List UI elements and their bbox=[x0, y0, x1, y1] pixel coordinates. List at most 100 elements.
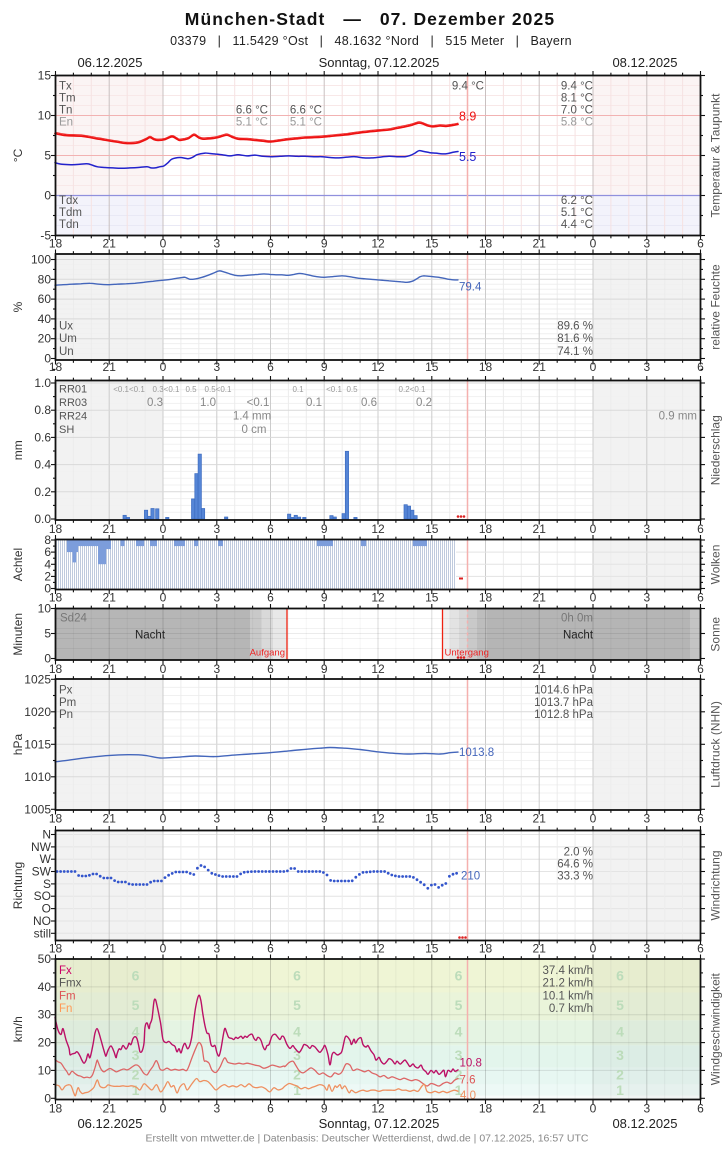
svg-text:still: still bbox=[34, 926, 51, 940]
svg-text:3: 3 bbox=[643, 812, 650, 826]
svg-text:37.4 km/h: 37.4 km/h bbox=[543, 965, 594, 977]
svg-text:21: 21 bbox=[533, 591, 547, 605]
svg-text:3: 3 bbox=[643, 522, 650, 536]
svg-text:21: 21 bbox=[533, 662, 547, 676]
svg-text:NO: NO bbox=[33, 914, 51, 928]
svg-text:SH: SH bbox=[59, 424, 74, 436]
svg-text:3: 3 bbox=[643, 591, 650, 605]
svg-text:6: 6 bbox=[697, 591, 704, 605]
svg-text:0.6: 0.6 bbox=[361, 397, 377, 409]
svg-text:Tm: Tm bbox=[59, 93, 76, 105]
svg-text:08.12.2025: 08.12.2025 bbox=[612, 55, 677, 70]
svg-text:0: 0 bbox=[44, 189, 51, 203]
svg-text:18: 18 bbox=[479, 591, 493, 605]
svg-text:0: 0 bbox=[160, 522, 167, 536]
svg-text:5.1 °C: 5.1 °C bbox=[561, 207, 593, 219]
svg-text:3: 3 bbox=[213, 522, 220, 536]
svg-text:1: 1 bbox=[293, 1082, 301, 1098]
svg-text:En: En bbox=[59, 117, 73, 129]
svg-text:Achtel: Achtel bbox=[11, 548, 25, 581]
svg-text:0.1: 0.1 bbox=[292, 385, 304, 394]
svg-text:40: 40 bbox=[38, 980, 52, 994]
svg-text:0: 0 bbox=[160, 942, 167, 956]
svg-text:2: 2 bbox=[132, 1067, 140, 1083]
svg-text:9: 9 bbox=[321, 942, 328, 956]
svg-text:0: 0 bbox=[160, 591, 167, 605]
svg-text:1: 1 bbox=[616, 1082, 624, 1098]
svg-text:S: S bbox=[43, 877, 51, 891]
svg-text:3: 3 bbox=[643, 942, 650, 956]
svg-text:1014.6 hPa: 1014.6 hPa bbox=[534, 685, 593, 697]
svg-text:15: 15 bbox=[425, 360, 439, 374]
svg-text:3: 3 bbox=[213, 812, 220, 826]
svg-text:Um: Um bbox=[59, 333, 77, 345]
svg-text:6: 6 bbox=[44, 545, 51, 559]
svg-text:6: 6 bbox=[697, 942, 704, 956]
svg-text:0.5: 0.5 bbox=[185, 385, 197, 394]
svg-text:0.2: 0.2 bbox=[416, 397, 432, 409]
svg-text:100: 100 bbox=[31, 253, 51, 267]
svg-text:relative Feuchte: relative Feuchte bbox=[709, 264, 723, 350]
svg-text:12: 12 bbox=[371, 360, 385, 374]
svg-text:Px: Px bbox=[59, 685, 73, 697]
svg-text:2: 2 bbox=[455, 1067, 463, 1083]
svg-text:0.5: 0.5 bbox=[346, 385, 358, 394]
svg-text:3: 3 bbox=[643, 360, 650, 374]
svg-text:0: 0 bbox=[44, 352, 51, 366]
svg-text:6: 6 bbox=[267, 662, 274, 676]
svg-text:6: 6 bbox=[616, 968, 624, 984]
svg-text:18: 18 bbox=[479, 1102, 493, 1116]
svg-text:Wolken: Wolken bbox=[709, 545, 723, 585]
svg-text:1013.7 hPa: 1013.7 hPa bbox=[534, 697, 593, 709]
svg-text:21: 21 bbox=[103, 360, 117, 374]
svg-text:3: 3 bbox=[213, 591, 220, 605]
svg-text:6: 6 bbox=[697, 360, 704, 374]
svg-text:21: 21 bbox=[103, 812, 117, 826]
svg-text:18: 18 bbox=[49, 591, 63, 605]
svg-text:9: 9 bbox=[321, 360, 328, 374]
svg-text:0.9 mm: 0.9 mm bbox=[659, 411, 697, 423]
svg-text:89.6 %: 89.6 % bbox=[557, 321, 593, 333]
svg-text:0: 0 bbox=[590, 942, 597, 956]
svg-text:30: 30 bbox=[38, 1008, 52, 1022]
svg-text:3: 3 bbox=[213, 942, 220, 956]
svg-text:Sonne: Sonne bbox=[708, 617, 722, 652]
svg-text:1015: 1015 bbox=[24, 737, 51, 751]
svg-text:Tdm: Tdm bbox=[59, 207, 82, 219]
svg-text:81.6 %: 81.6 % bbox=[557, 333, 593, 345]
svg-text:Richtung: Richtung bbox=[11, 862, 25, 909]
svg-text:6: 6 bbox=[697, 812, 704, 826]
svg-text:Fmx: Fmx bbox=[59, 978, 82, 990]
svg-text:21.2 km/h: 21.2 km/h bbox=[543, 978, 594, 990]
svg-text:Erstellt von mtwetter.de | Dat: Erstellt von mtwetter.de | Datenbasis: D… bbox=[146, 1133, 589, 1145]
svg-text:0: 0 bbox=[160, 812, 167, 826]
svg-text:18: 18 bbox=[49, 812, 63, 826]
svg-text:74.1 %: 74.1 % bbox=[557, 346, 593, 358]
svg-text:06.12.2025: 06.12.2025 bbox=[77, 1116, 142, 1131]
svg-text:0: 0 bbox=[44, 652, 51, 666]
svg-text:4: 4 bbox=[616, 1023, 624, 1039]
svg-text:2: 2 bbox=[44, 569, 51, 583]
svg-text:Niederschlag: Niederschlag bbox=[708, 415, 722, 485]
svg-text:4: 4 bbox=[455, 1023, 463, 1039]
svg-text:1013.8: 1013.8 bbox=[459, 747, 494, 759]
svg-text:Ux: Ux bbox=[59, 321, 73, 333]
svg-text:5.8 °C: 5.8 °C bbox=[561, 117, 593, 129]
svg-text:0: 0 bbox=[160, 662, 167, 676]
svg-text:10: 10 bbox=[38, 109, 52, 123]
svg-text:0: 0 bbox=[590, 360, 597, 374]
svg-text:6.6 °C: 6.6 °C bbox=[290, 105, 322, 117]
svg-text:6: 6 bbox=[267, 360, 274, 374]
svg-text:21: 21 bbox=[533, 522, 547, 536]
svg-text:18: 18 bbox=[479, 812, 493, 826]
svg-text:15: 15 bbox=[425, 591, 439, 605]
svg-text:SW: SW bbox=[32, 865, 52, 879]
svg-text:21: 21 bbox=[103, 591, 117, 605]
svg-text:RR01: RR01 bbox=[59, 384, 87, 396]
svg-text:21: 21 bbox=[533, 237, 547, 251]
svg-text:0: 0 bbox=[44, 582, 51, 596]
svg-text:40: 40 bbox=[38, 312, 52, 326]
svg-text:18: 18 bbox=[49, 1102, 63, 1116]
svg-text:9.4 °C: 9.4 °C bbox=[561, 81, 593, 93]
svg-text:08.12.2025: 08.12.2025 bbox=[612, 1116, 677, 1131]
